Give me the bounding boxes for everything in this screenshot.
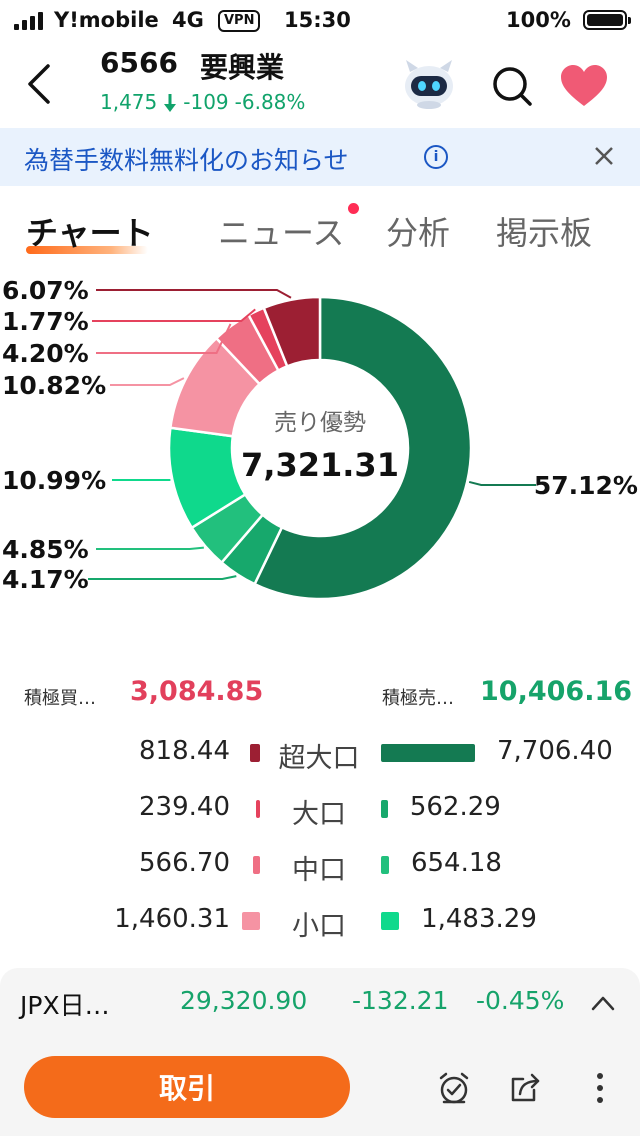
aggressive-sell-label: 積極売…: [382, 688, 454, 709]
flow-buy-bar: [250, 744, 260, 762]
donut-slice-label: 4.20%: [2, 339, 89, 368]
flow-buy-value: 1,460.31: [114, 904, 230, 934]
market-index-bar[interactable]: JPX日… 29,320.90 -132.21 -0.45%: [0, 968, 640, 1040]
donut-slice-label: 1.77%: [2, 307, 89, 336]
stock-price: 1,475: [100, 90, 158, 114]
bottom-action-bar: 取引: [0, 1040, 640, 1136]
donut-leader-line: [92, 308, 256, 322]
tab-board[interactable]: 掲示板: [496, 214, 593, 252]
donut-leader-line: [96, 323, 232, 354]
stock-quote: 1,475 -109 -6.88%: [100, 90, 305, 114]
stock-header: 6566 要興業 1,475 -109 -6.88%: [0, 40, 640, 126]
news-unread-dot: [348, 203, 359, 214]
notice-banner[interactable]: 為替手数料無料化のお知らせ i: [0, 128, 640, 186]
flow-buy-value: 818.44: [139, 736, 230, 766]
flow-sell-value: 654.18: [410, 848, 502, 878]
flow-sell-bar: [381, 800, 388, 818]
flow-buy-value: 566.70: [139, 848, 230, 878]
flow-size-label: 小口: [292, 911, 346, 942]
favorite-heart-icon[interactable]: [560, 64, 608, 108]
index-price: 29,320.90: [180, 986, 308, 1015]
donut-center-label: 売り優勢: [274, 410, 366, 436]
donut-slice-label: 4.85%: [2, 535, 89, 564]
status-bar: Y!mobile 4G VPN 15:30 100%: [0, 0, 640, 40]
aggressive-flow-summary: 積極買… 3,084.85 積極売… 10,406.16: [0, 670, 640, 720]
donut-center-value: 7,321.31: [241, 446, 399, 484]
flow-buy-bar: [253, 856, 260, 874]
signal-icon: [14, 12, 43, 30]
flow-sell-value: 1,483.29: [421, 904, 537, 934]
aggressive-sell-value: 10,406.16: [480, 676, 633, 707]
flow-sell-value: 562.29: [409, 792, 501, 822]
donut-slice-label: 6.07%: [2, 276, 89, 305]
flow-size-label: 中口: [292, 855, 346, 886]
donut-slice-label: 10.82%: [2, 371, 106, 400]
flow-buy-bar: [256, 800, 260, 818]
donut-leader-line: [96, 546, 204, 550]
flow-row-extra-large: 818.44 超大口 7,706.40: [0, 728, 640, 778]
network-type: 4G: [172, 8, 204, 32]
tab-bar: チャート ニュース 分析 掲示板: [0, 200, 640, 260]
flow-buy-bar: [242, 912, 260, 930]
more-icon[interactable]: [582, 1070, 618, 1106]
donut-slice: [262, 295, 322, 368]
index-change: -132.21: [352, 986, 449, 1015]
donut-leader-line: [110, 377, 185, 386]
down-arrow-icon: [164, 94, 177, 112]
flow-sell-bar: [381, 856, 389, 874]
flow-size-label: 超大口: [278, 743, 360, 774]
stock-code: 6566: [100, 46, 178, 79]
info-icon[interactable]: i: [424, 145, 448, 169]
back-arrow-icon[interactable]: [22, 62, 56, 106]
donut-leader-line: [88, 575, 237, 580]
order-flow-donut-chart: 57.12% 4.17%4.85% 10.99% 10.82% 4.20% 1.77%6.…: [2, 276, 638, 601]
ai-assistant-robot-icon[interactable]: [402, 58, 456, 110]
chevron-up-icon[interactable]: [590, 994, 616, 1012]
flow-row-small: 1,460.31 小口 1,483.29: [0, 896, 640, 946]
alert-clock-icon[interactable]: [436, 1070, 472, 1106]
battery-icon: [583, 10, 631, 30]
flow-size-label: 大口: [292, 799, 346, 830]
index-name: JPX日…: [20, 991, 110, 1020]
share-icon[interactable]: [508, 1070, 544, 1106]
carrier-name: Y!mobile: [54, 8, 159, 32]
search-icon[interactable]: [490, 64, 534, 108]
index-change-pct: -0.45%: [476, 986, 565, 1015]
clock: 15:30: [284, 8, 351, 32]
donut-slice-label: 4.17%: [2, 565, 89, 594]
donut-leader-line: [96, 289, 292, 299]
stock-change-pct: -6.88%: [234, 90, 306, 114]
donut-leader-line: [468, 480, 536, 486]
tab-chart[interactable]: チャート: [26, 214, 154, 252]
flow-sell-bar: [381, 744, 475, 762]
vpn-badge: VPN: [218, 10, 261, 32]
flow-sell-value: 7,706.40: [497, 736, 613, 766]
donut-slice: [252, 295, 473, 601]
stock-name: 要興業: [200, 51, 285, 84]
close-icon[interactable]: [590, 142, 618, 170]
tab-news[interactable]: ニュース: [218, 214, 345, 252]
tab-analysis[interactable]: 分析: [386, 214, 451, 252]
flow-buy-value: 239.40: [139, 792, 230, 822]
flow-row-medium: 566.70 中口 654.18: [0, 840, 640, 890]
flow-row-large: 239.40 大口 562.29: [0, 784, 640, 834]
trade-button[interactable]: 取引: [24, 1056, 350, 1118]
battery-percent: 100%: [506, 8, 571, 32]
aggressive-buy-label: 積極買…: [24, 688, 96, 709]
stock-change: -109: [183, 90, 229, 114]
notice-text[interactable]: 為替手数料無料化のお知らせ: [24, 146, 349, 175]
donut-slice-label: 57.12%: [534, 471, 638, 500]
flow-sell-bar: [381, 912, 400, 930]
aggressive-buy-value: 3,084.85: [130, 676, 264, 707]
active-tab-indicator: [26, 246, 148, 254]
donut-slice-label: 10.99%: [2, 466, 106, 495]
